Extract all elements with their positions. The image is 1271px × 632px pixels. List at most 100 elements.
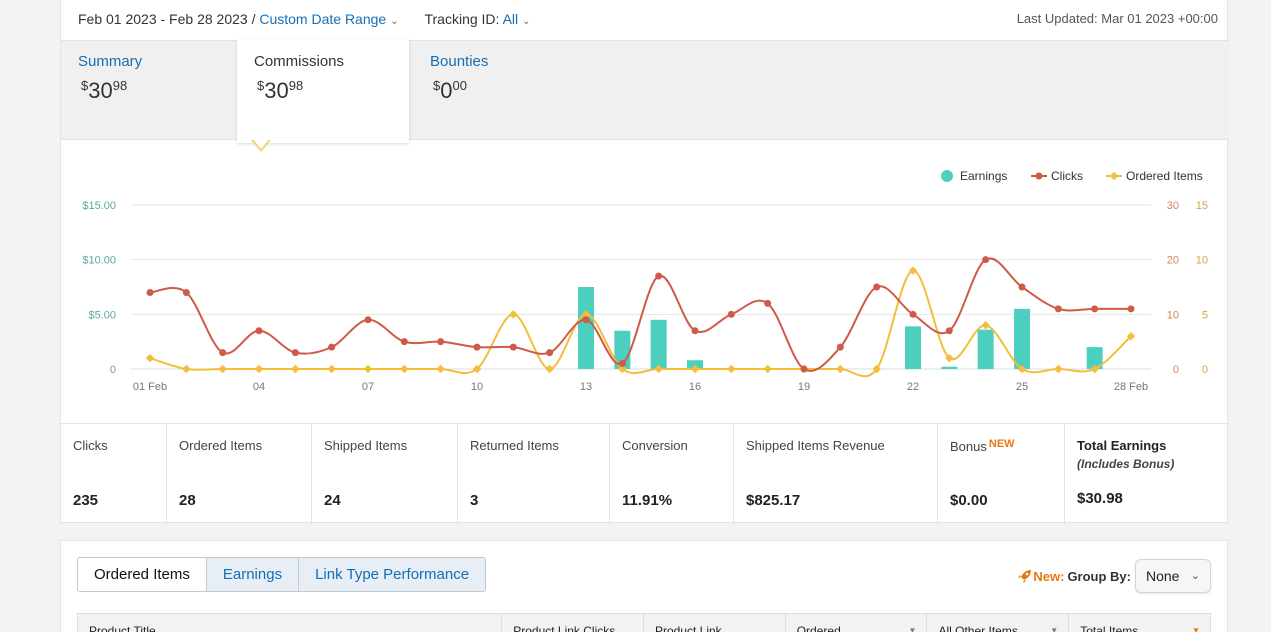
tab-bounties[interactable]: Bounties $000 [413, 41, 585, 141]
y-axis-tick-label: $10.00 [82, 255, 116, 267]
tab-ordered-items[interactable]: Ordered Items [78, 558, 207, 591]
chevron-down-icon[interactable]: ⌄ [522, 16, 531, 27]
x-axis-tick-label: 28 Feb [1114, 381, 1148, 393]
custom-date-range-link[interactable]: Custom Date Range [259, 11, 387, 27]
new-label: New: [1033, 568, 1065, 584]
ordered-items-point [1054, 364, 1063, 374]
commissions-amount: $3098 [257, 78, 304, 103]
tracking-id-selector[interactable]: All [502, 11, 519, 27]
sort-arrow-icon[interactable]: ▼ [908, 626, 917, 632]
sort-arrow-icon[interactable]: ▼ [1050, 626, 1059, 632]
ordered-items-point [872, 364, 881, 374]
x-axis-tick-label: 25 [1016, 381, 1028, 393]
ordered-items-point [836, 364, 845, 374]
earnings-bar [1086, 347, 1103, 369]
date-range-text: Feb 01 2023 - Feb 28 2023 [78, 11, 248, 27]
clicks-point [400, 338, 408, 346]
clicks-point [255, 327, 263, 335]
ordered-items-point [182, 364, 191, 374]
col-product-title[interactable]: Product Title [78, 614, 503, 632]
tab-commissions-label: Commissions [254, 53, 345, 70]
clicks-point [945, 327, 953, 335]
metric-label: Shipped Items Revenue [746, 438, 885, 453]
metric-sublabel: (Includes Bonus) [1077, 457, 1175, 471]
metric-returned-items: Returned Items 3 [458, 424, 610, 524]
clicks-point [727, 310, 735, 318]
summary-amount: $3098 [81, 78, 128, 103]
ordered-items-point [509, 310, 518, 319]
tab-summary-label: Summary [78, 53, 143, 70]
ordered-items-point [436, 364, 445, 374]
x-axis-tick-label: 10 [471, 381, 483, 393]
ordered-items-point [145, 353, 155, 363]
earnings-bar [977, 329, 994, 369]
y-axis-tick-label: $5.00 [88, 309, 116, 321]
col-ordered[interactable]: Ordered ▼ [786, 614, 928, 632]
tab-commissions[interactable]: Commissions $3098 [237, 39, 409, 143]
ordered-items-point [218, 364, 227, 374]
ordered-items-point [363, 364, 373, 374]
last-updated-text: Last Updated: Mar 01 2023 +00:00 [1016, 11, 1218, 26]
clicks-line [149, 257, 1131, 372]
clicks-point [691, 327, 699, 335]
metric-label: Returned Items [470, 438, 559, 453]
sort-arrow-icon[interactable]: ▼ [1192, 626, 1200, 632]
clicks-point [291, 349, 299, 357]
clicks-point [1127, 305, 1135, 313]
tab-link-type-performance[interactable]: Link Type Performance [299, 558, 486, 591]
tab-bounties-label: Bounties [430, 53, 489, 70]
summary-tab-strip: Summary $3098 Commissions $3098 Bounties… [61, 39, 1229, 143]
ordered-items-point [1017, 364, 1027, 374]
col-all-other-items[interactable]: All Other Items ▼ [927, 614, 1070, 632]
report-tabs: Ordered Items Earnings Link Type Perform… [77, 557, 487, 592]
y-right-tick-label: 30 [1167, 200, 1179, 212]
clicks-point [873, 283, 881, 291]
col-total-items[interactable]: Total Items ▼ [1069, 614, 1210, 632]
y-right-tick-label: 20 [1167, 255, 1179, 267]
earnings-bar [905, 326, 921, 369]
ordered-items-point [545, 364, 554, 374]
clicks-point [618, 360, 626, 368]
clicks-point [219, 349, 227, 357]
clicks-point [982, 256, 990, 264]
chevron-down-icon[interactable]: ⌄ [390, 16, 399, 27]
metric-value: 235 [73, 492, 99, 509]
tab-summary[interactable]: Summary $3098 [61, 41, 233, 141]
y-right-tick-label: 0 [1173, 364, 1179, 376]
x-axis-tick-label: 19 [798, 381, 810, 393]
col-product-link[interactable]: Product Link [644, 614, 786, 632]
metric-value: $30.98 [1077, 490, 1123, 507]
ordered-items-point [291, 364, 300, 374]
x-axis-tick-label: 22 [907, 381, 919, 393]
tab-earnings[interactable]: Earnings [206, 558, 300, 591]
clicks-point [328, 343, 336, 351]
metric-label: Ordered Items [179, 438, 263, 453]
col-product-link-clicks[interactable]: Product Link Clicks [502, 614, 644, 632]
active-tab-pointer-inner [253, 139, 269, 149]
ordered-items-point [400, 364, 409, 374]
clicks-point [146, 288, 154, 296]
clicks-point [364, 316, 372, 324]
tracking-id-label: Tracking ID: [424, 11, 500, 27]
group-by-select[interactable]: None ⌄ [1135, 559, 1211, 593]
earnings-bar [687, 360, 703, 369]
x-axis-tick-label: 01 Feb [133, 381, 167, 393]
y-axis-tick-label: $15.00 [82, 200, 116, 212]
y-right-outer-tick-label: 10 [1196, 255, 1208, 267]
y-right-outer-tick-label: 0 [1202, 364, 1208, 376]
report-details-panel: Ordered Items Earnings Link Type Perform… [60, 540, 1228, 632]
metric-label: Shipped Items [324, 438, 408, 453]
x-axis-tick-label: 04 [253, 381, 265, 393]
ordered-items-point [981, 321, 990, 330]
ordered-items-point [472, 364, 482, 374]
metric-value: $825.17 [746, 492, 801, 509]
date-range-selector[interactable]: Feb 01 2023 - Feb 28 2023 / Custom Date … [78, 11, 531, 27]
clicks-point [437, 338, 445, 346]
ordered-items-point [327, 364, 336, 374]
metric-value: 3 [470, 492, 479, 509]
earnings-bar [578, 287, 594, 369]
metric-label: Total Earnings [1077, 438, 1167, 453]
metric-total-earnings: Total Earnings (Includes Bonus) $30.98 [1065, 424, 1229, 524]
metric-clicks: Clicks 235 [61, 424, 167, 524]
report-summary-panel: Feb 01 2023 - Feb 28 2023 / Custom Date … [60, 0, 1229, 524]
